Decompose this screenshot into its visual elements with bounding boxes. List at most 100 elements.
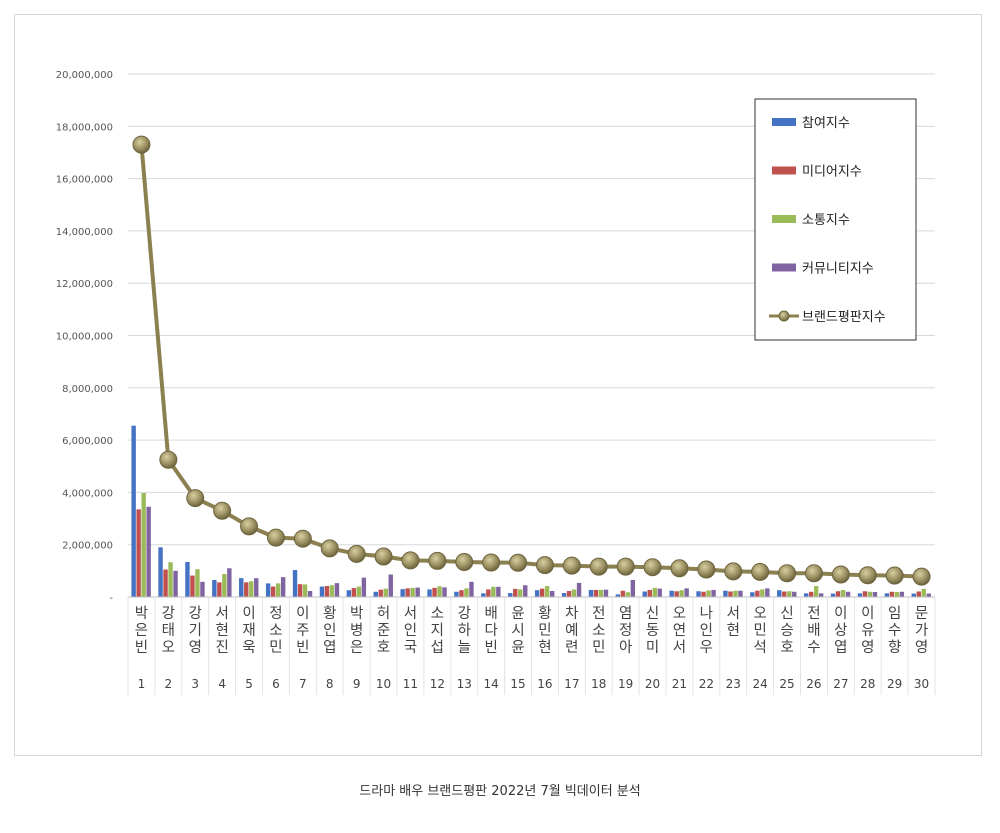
bar-미디어지수 bbox=[782, 591, 787, 597]
bar-미디어지수 bbox=[755, 590, 760, 597]
bar-참여지수 bbox=[777, 590, 782, 597]
category-label-char: 강 bbox=[458, 605, 471, 622]
bar-참여지수 bbox=[292, 570, 298, 597]
rank-label: 30 bbox=[914, 677, 929, 691]
bar-커뮤니티지수 bbox=[549, 590, 555, 597]
rank-label: 2 bbox=[165, 677, 173, 691]
category-label-char: 서 bbox=[727, 605, 740, 622]
rank-label: 27 bbox=[833, 677, 848, 691]
category-label-char: 빈 bbox=[484, 639, 497, 656]
rank-label: 14 bbox=[484, 677, 499, 691]
line-point bbox=[266, 528, 285, 547]
bar-커뮤니티지수 bbox=[899, 591, 905, 597]
category-label: 전소민 bbox=[592, 605, 605, 656]
category-label-char: 국 bbox=[404, 640, 417, 656]
chart-frame: - 2,000,000 4,000,000 6,000,000 8,000,000 10,… bbox=[14, 14, 982, 756]
rank-label: 29 bbox=[887, 677, 902, 691]
rank-label: 3 bbox=[191, 677, 199, 691]
bar-커뮤니티지수 bbox=[146, 506, 151, 597]
bar-참여지수 bbox=[669, 590, 674, 597]
rank-label: 4 bbox=[218, 677, 226, 691]
rank-label: 8 bbox=[326, 677, 334, 691]
line-point bbox=[186, 489, 205, 508]
rank-label: 23 bbox=[726, 677, 741, 691]
rank-label: 6 bbox=[272, 677, 280, 691]
bar-커뮤니티지수 bbox=[818, 593, 824, 597]
rank-label: 24 bbox=[753, 677, 768, 691]
category-label-char: 수 bbox=[807, 639, 820, 656]
bar-커뮤니티지수 bbox=[738, 590, 743, 597]
category-label-char: 배 bbox=[807, 622, 820, 639]
category-label-char: 오 bbox=[753, 606, 766, 622]
bar-커뮤니티지수 bbox=[388, 574, 393, 597]
bar-참여지수 bbox=[508, 593, 513, 597]
bar-커뮤니티지수 bbox=[173, 570, 178, 597]
y-axis-ticks: - 2,000,000 4,000,000 6,000,000 8,000,000 10,… bbox=[56, 70, 114, 604]
rank-label: 7 bbox=[299, 677, 307, 691]
category-label: 이상엽 bbox=[834, 605, 847, 656]
category-label-char: 향 bbox=[888, 639, 901, 656]
legend-item: 커뮤니티지수 bbox=[772, 262, 874, 277]
bar-소통지수 bbox=[679, 590, 684, 597]
category-label-char: 소 bbox=[269, 623, 282, 639]
gridlines bbox=[128, 73, 935, 546]
bar-소통지수 bbox=[921, 588, 926, 597]
category-label: 이유영 bbox=[861, 605, 874, 656]
category-label-char: 인 bbox=[700, 622, 713, 639]
bar-소통지수 bbox=[410, 587, 415, 597]
category-label-char: 가 bbox=[915, 622, 928, 639]
line-point bbox=[401, 551, 420, 570]
y-tick-label: 16,000,000 bbox=[56, 175, 113, 186]
category-label: 박은빈 bbox=[135, 605, 148, 656]
category-label-char: 준 bbox=[377, 623, 390, 639]
bar-미디어지수 bbox=[916, 591, 921, 597]
category-label-char: 이 bbox=[296, 605, 309, 622]
bar-커뮤니티지수 bbox=[926, 593, 931, 597]
line-point bbox=[778, 564, 797, 583]
line-point bbox=[293, 529, 312, 548]
rank-label: 16 bbox=[537, 677, 552, 691]
category-label: 오민석 bbox=[753, 606, 766, 656]
bar-미디어지수 bbox=[647, 589, 652, 597]
y-tick-label: 14,000,000 bbox=[56, 227, 113, 238]
bar-커뮤니티지수 bbox=[442, 587, 447, 597]
line-point bbox=[616, 557, 635, 576]
bar-소통지수 bbox=[787, 591, 792, 597]
category-label: 정소민 bbox=[269, 605, 282, 656]
rank-label: 9 bbox=[353, 677, 361, 691]
bar-커뮤니티지수 bbox=[334, 583, 340, 597]
bar-참여지수 bbox=[803, 593, 809, 597]
legend-item: 참여지수 bbox=[772, 116, 850, 131]
category-label-char: 미 bbox=[646, 639, 659, 656]
legend-item: 브랜드평판지수 bbox=[769, 310, 886, 325]
bar-미디어지수 bbox=[378, 589, 383, 597]
rank-label: 15 bbox=[510, 677, 525, 691]
category-label-char: 기 bbox=[189, 622, 202, 639]
legend-swatch bbox=[772, 263, 796, 272]
category-label: 강기영 bbox=[189, 605, 202, 656]
bar-미디어지수 bbox=[351, 588, 357, 597]
bar-참여지수 bbox=[131, 425, 136, 597]
line-point bbox=[670, 559, 689, 578]
line-point bbox=[562, 556, 581, 575]
bar-참여지수 bbox=[158, 547, 163, 597]
bar-참여지수 bbox=[400, 589, 405, 597]
category-label-char: 강 bbox=[189, 605, 202, 622]
rank-label: 5 bbox=[245, 677, 253, 691]
category-label: 윤시윤 bbox=[511, 606, 524, 656]
bar-참여지수 bbox=[239, 578, 244, 597]
bar-커뮤니티지수 bbox=[630, 580, 636, 597]
bar-미디어지수 bbox=[889, 591, 895, 597]
category-label: 오연서 bbox=[673, 606, 686, 656]
category-label-char: 련 bbox=[565, 639, 578, 656]
bar-소통지수 bbox=[652, 587, 657, 597]
bar-소통지수 bbox=[491, 586, 496, 597]
bar-소통지수 bbox=[222, 573, 227, 597]
category-label: 황인엽 bbox=[323, 605, 336, 656]
bar-참여지수 bbox=[373, 591, 378, 597]
bar-참여지수 bbox=[265, 583, 271, 597]
rank-label: 22 bbox=[699, 677, 714, 691]
category-label-char: 섭 bbox=[431, 639, 444, 656]
category-label-char: 엽 bbox=[323, 639, 336, 656]
category-label-char: 윤 bbox=[511, 640, 524, 656]
